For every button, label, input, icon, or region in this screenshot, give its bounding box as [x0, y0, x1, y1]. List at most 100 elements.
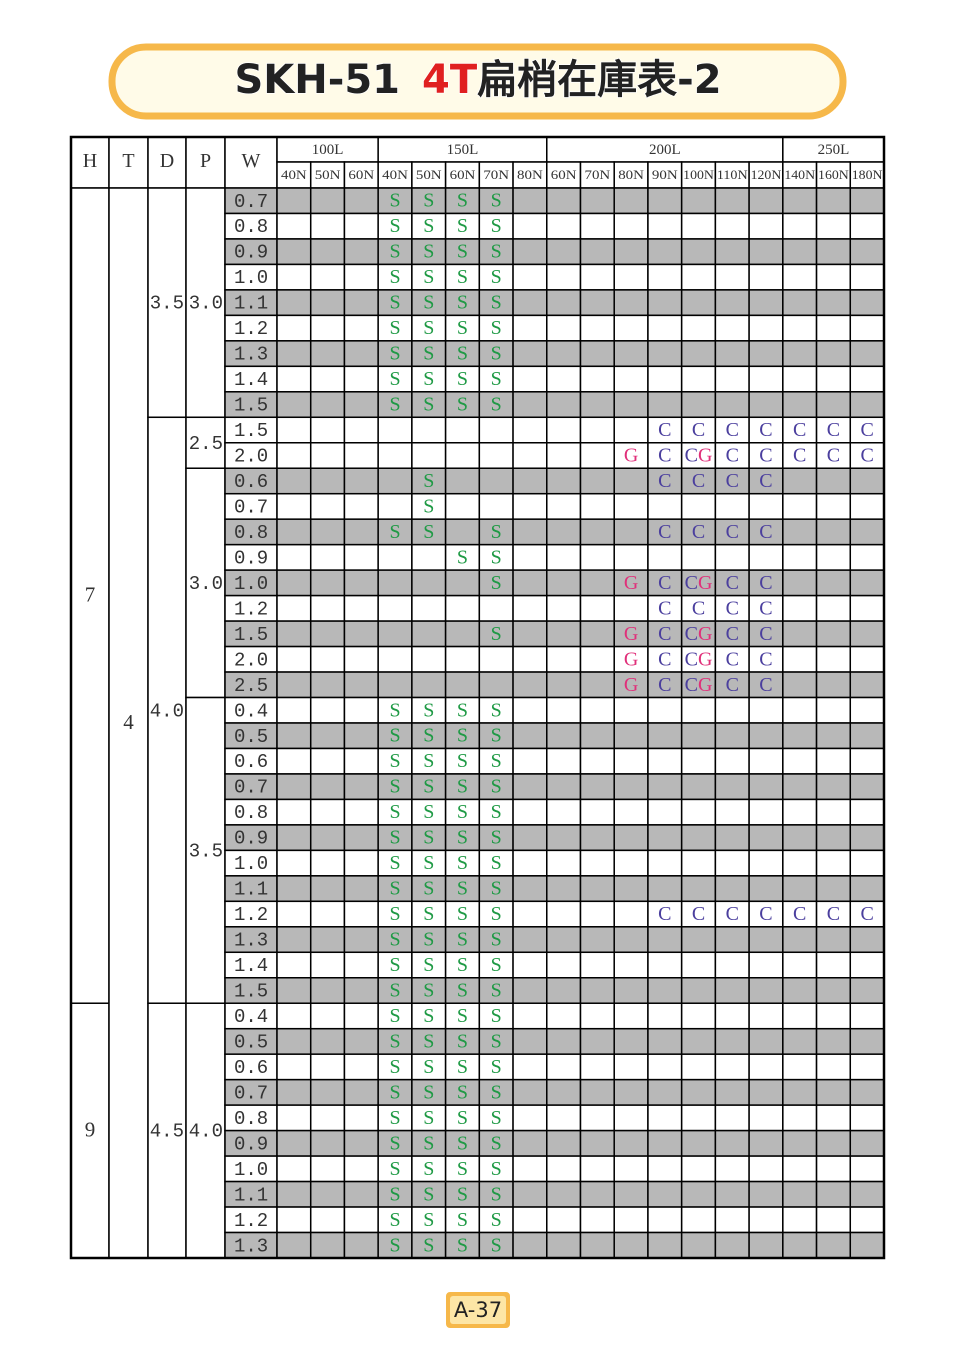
header-cell — [70, 136, 110, 189]
stock-cell — [546, 1078, 582, 1106]
stock-mark: S — [457, 1157, 468, 1179]
stock-cell — [849, 900, 885, 928]
stock-cell — [714, 543, 750, 571]
stock-cell — [815, 824, 852, 852]
stock-mark: C — [726, 521, 739, 543]
stock-cell — [714, 187, 750, 215]
stock-mark: S — [491, 699, 502, 721]
stock-cell — [849, 1180, 885, 1208]
stock-cell — [815, 263, 852, 291]
stock-cell — [714, 926, 750, 954]
stock-cell — [680, 1104, 717, 1132]
stock-cell — [309, 314, 346, 342]
stock-cell — [276, 416, 312, 444]
stock-cell — [377, 569, 413, 597]
stock-cell — [377, 263, 413, 291]
stock-letter: C — [860, 903, 873, 925]
stock-cell — [343, 977, 379, 1004]
stock-cell — [309, 824, 346, 852]
spec-p: 4.0 — [189, 1121, 223, 1143]
stock-mark: S — [389, 979, 400, 1001]
spec-t: 4 — [123, 710, 134, 734]
stock-cell — [377, 1104, 413, 1132]
stock-letter: C — [658, 470, 671, 492]
stock-cell — [343, 1027, 379, 1055]
stock-cell — [546, 416, 582, 444]
stock-cell — [748, 340, 784, 368]
title-type: 4T — [422, 57, 478, 103]
stock-cell — [343, 569, 379, 597]
stock-cell — [478, 1155, 514, 1183]
stock-cell — [782, 212, 818, 240]
stock-cell — [680, 238, 717, 266]
stock-cell — [411, 543, 447, 571]
stock-cell — [444, 1231, 481, 1259]
stock-letter: S — [491, 1005, 502, 1027]
stock-cell — [782, 1053, 818, 1081]
stock-cell — [849, 747, 885, 775]
stock-cell — [512, 620, 548, 648]
spec-w: 0.9 — [234, 828, 268, 850]
stock-cell — [748, 747, 784, 775]
stock-cell — [377, 492, 413, 520]
stock-cell — [478, 340, 514, 368]
stock-cell — [478, 212, 514, 240]
stock-letter: C — [759, 597, 772, 619]
stock-cell — [546, 263, 582, 291]
stock-mark: S — [423, 954, 434, 976]
spec-w: 2.5 — [234, 675, 268, 697]
stock-cell — [782, 569, 818, 597]
stock-cell — [613, 416, 649, 444]
stock-letter: S — [423, 368, 434, 390]
stock-letter: S — [491, 699, 502, 721]
stock-cell — [276, 391, 312, 419]
stock-cell — [647, 238, 683, 266]
stock-mark: S — [491, 368, 502, 390]
stock-cell — [478, 1002, 514, 1030]
stock-cell — [546, 594, 582, 622]
stock-cell — [343, 365, 379, 393]
stock-cell — [309, 747, 346, 775]
stock-letter: S — [457, 1234, 468, 1256]
stock-cell — [478, 365, 514, 393]
stock-cell — [714, 1129, 750, 1157]
stock-cell — [276, 977, 312, 1004]
stock-cell — [647, 798, 683, 826]
stock-cell — [849, 849, 885, 877]
stock-cell — [579, 263, 615, 291]
stock-cell — [849, 391, 885, 419]
stock-cell — [546, 1180, 582, 1208]
stock-mark: S — [491, 979, 502, 1001]
stock-cell — [782, 543, 818, 571]
stock-cell — [512, 391, 548, 419]
stock-cell — [849, 798, 885, 826]
stock-cell — [546, 1002, 582, 1030]
stock-cell — [309, 1053, 346, 1081]
stock-mark: C — [692, 597, 705, 619]
stock-cell — [343, 671, 379, 699]
stock-cell — [647, 696, 683, 724]
stock-letter: S — [389, 1005, 400, 1027]
merged-cell — [108, 187, 149, 1259]
stock-cell — [309, 594, 346, 622]
stock-cell — [512, 569, 548, 597]
stock-cell — [680, 1155, 717, 1183]
stock-cell — [613, 492, 649, 520]
stock-mark: S — [457, 342, 468, 364]
stock-cell — [512, 951, 548, 979]
stock-letter: S — [491, 622, 502, 644]
stock-mark: C — [827, 419, 840, 441]
stock-cell — [343, 747, 379, 775]
stock-cell — [782, 1206, 818, 1234]
spec-w: 0.7 — [234, 191, 268, 213]
stock-letter: C — [759, 903, 772, 925]
stock-mark: S — [457, 546, 468, 568]
stock-letter: S — [457, 189, 468, 211]
stock-cell — [512, 238, 548, 266]
stock-cell — [276, 671, 312, 699]
stock-cell — [444, 671, 481, 699]
stock-letter: S — [389, 189, 400, 211]
stock-cell — [546, 747, 582, 775]
stock-cell — [309, 467, 346, 495]
subheader: 100N — [683, 167, 714, 182]
